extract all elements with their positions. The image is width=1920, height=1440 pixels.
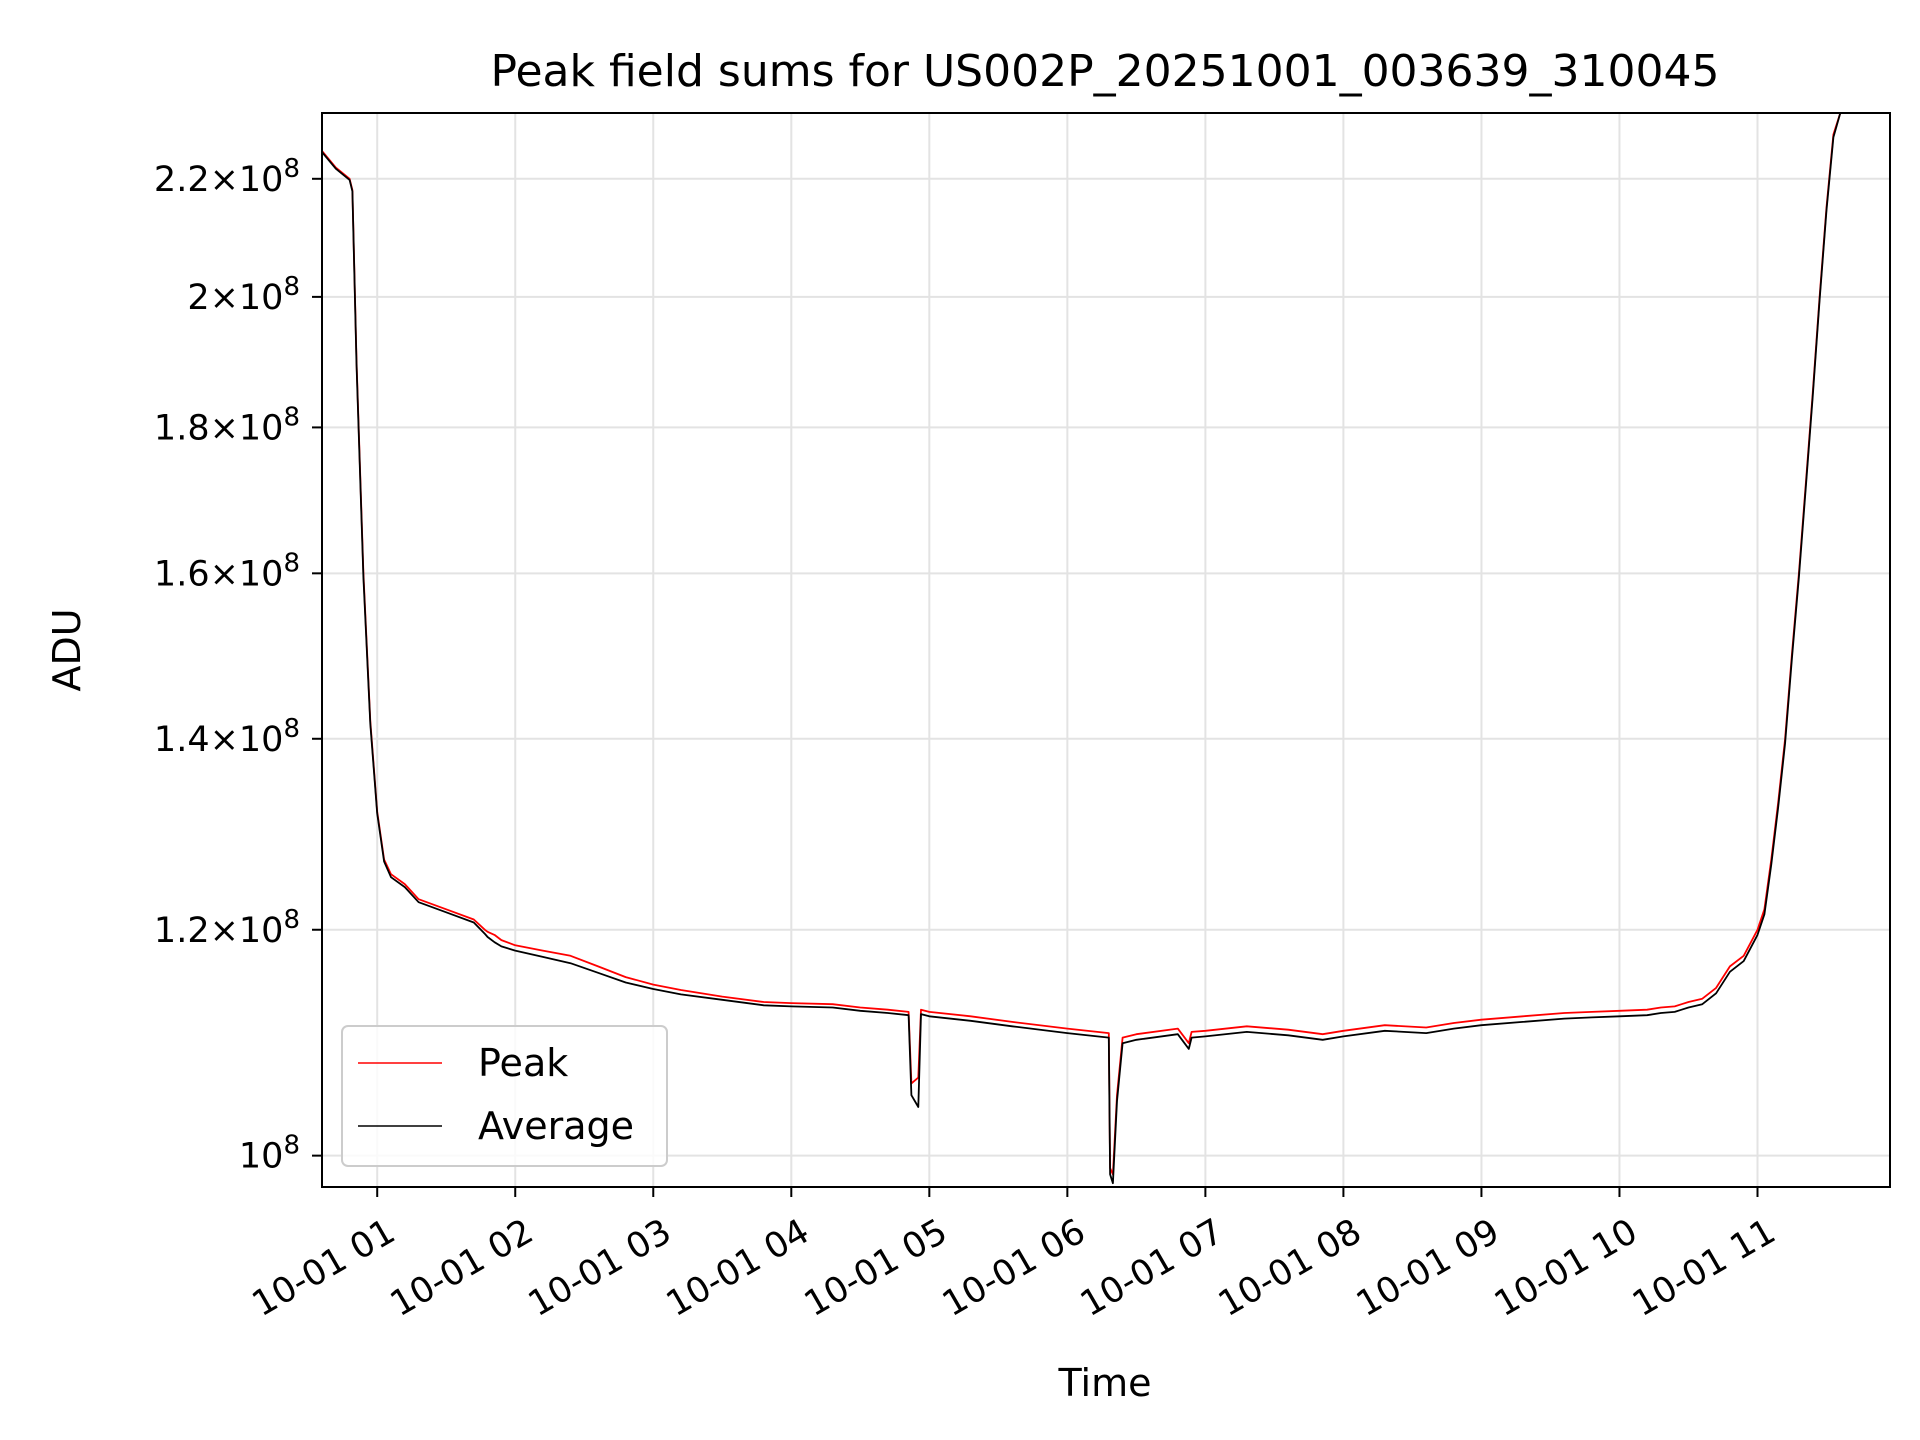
legend-label-peak: Peak — [478, 1041, 568, 1085]
y-axis: 108 1.2×108 1.4×108 1.6×108 1.8×108 2×108 2.2×… — [154, 154, 322, 1177]
y-tick-label: 1.2×108 — [154, 905, 300, 951]
chart-title: Peak field sums for US002P_20251001_0036… — [491, 46, 1720, 97]
grid — [322, 113, 1890, 1187]
plot-area-frame — [321, 112, 1891, 1188]
y-tick-label: 2×108 — [187, 272, 300, 318]
y-tick-label: 108 — [239, 1131, 300, 1177]
y-tick-label: 1.8×108 — [154, 402, 300, 448]
legend-box — [341, 1025, 668, 1167]
series-layer — [322, 113, 1890, 1185]
x-axis-label: Time — [1058, 1361, 1152, 1405]
legend-label-average: Average — [478, 1104, 634, 1148]
y-tick-label: 1.6×108 — [154, 548, 300, 594]
y-axis-label: ADU — [45, 608, 89, 691]
y-tick-label: 2.2×108 — [154, 154, 300, 200]
legend: Peak Average — [341, 1025, 668, 1167]
y-tick-label: 1.4×108 — [154, 714, 300, 760]
series-line-average — [322, 113, 1890, 1185]
